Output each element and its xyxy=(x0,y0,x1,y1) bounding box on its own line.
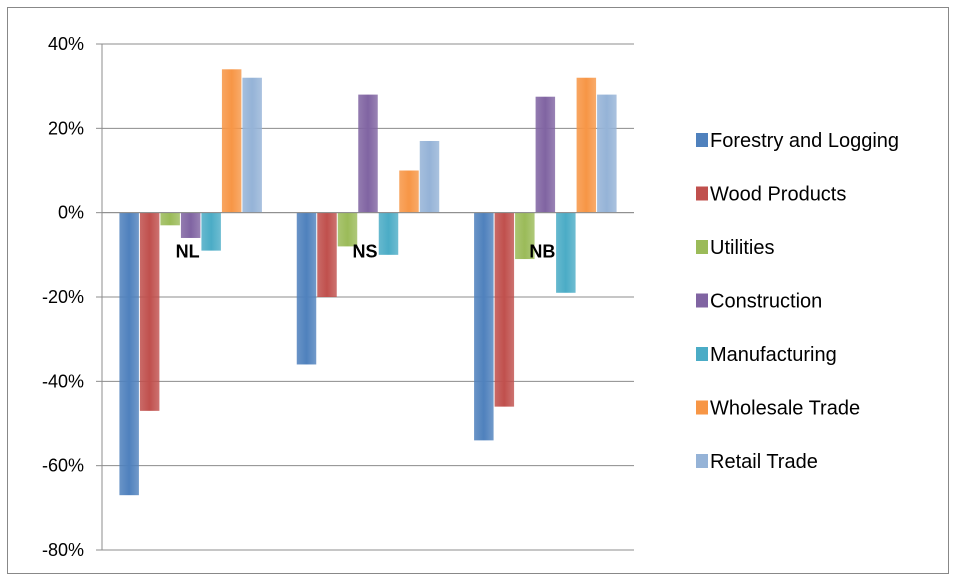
legend-swatch xyxy=(696,133,708,147)
y-tick-label: 20% xyxy=(48,118,84,138)
bar-construction-ns xyxy=(358,94,378,213)
bar-wholesale-trade-ns xyxy=(399,170,419,213)
bar-construction-nb xyxy=(535,96,556,213)
bar-forestry-and-logging-ns xyxy=(296,212,317,365)
y-tick-label: -60% xyxy=(42,456,84,476)
bar-wood-products-nl xyxy=(139,212,160,411)
legend: Forestry and Logging Wood Products Utiliti… xyxy=(696,130,899,473)
bars xyxy=(119,69,617,496)
legend-swatch xyxy=(696,186,708,201)
legend-swatch xyxy=(696,240,708,254)
legend-swatch xyxy=(696,400,708,415)
legend-label: Manufacturing xyxy=(710,344,837,366)
category-label-nb: NB xyxy=(529,242,555,262)
legend-label: Utilities xyxy=(710,237,774,259)
bar-utilities-ns xyxy=(337,212,358,247)
legend-label: Retail Trade xyxy=(710,451,818,473)
bar-retail-trade-nb xyxy=(597,94,617,213)
bar-retail-trade-nl xyxy=(242,77,262,213)
y-tick-label: -20% xyxy=(42,287,84,307)
legend-label: Wholesale Trade xyxy=(710,398,860,420)
bar-manufacturing-nb xyxy=(556,212,576,293)
y-tick-label: 0% xyxy=(58,203,84,223)
y-axis-tick-labels: 40% 20% 0% -20% -40% -60% -80% xyxy=(42,34,84,560)
axes xyxy=(101,44,634,550)
bar-wholesale-trade-nb xyxy=(576,77,597,213)
bar-manufacturing-ns xyxy=(378,212,399,255)
legend-label: Wood Products xyxy=(710,184,846,206)
bar-retail-trade-ns xyxy=(419,140,440,213)
y-tick-label: -40% xyxy=(42,371,84,391)
category-labels: NL NS NB xyxy=(176,242,556,262)
legend-label: Forestry and Logging xyxy=(710,130,899,152)
bar-forestry-and-logging-nb xyxy=(474,212,494,441)
bar-manufacturing-nl xyxy=(201,212,221,251)
y-tick-label: -80% xyxy=(42,540,84,560)
category-label-nl: NL xyxy=(176,242,200,262)
legend-swatch xyxy=(696,293,708,308)
bar-forestry-and-logging-nl xyxy=(119,212,139,496)
bar-wood-products-ns xyxy=(317,212,337,297)
y-tick-label: 40% xyxy=(48,34,84,54)
bar-wood-products-nb xyxy=(494,212,515,407)
bar-construction-nl xyxy=(180,212,201,238)
legend-swatch xyxy=(696,347,708,361)
bar-utilities-nb xyxy=(515,212,535,260)
bar-wholesale-trade-nl xyxy=(221,69,242,213)
category-label-ns: NS xyxy=(352,242,377,262)
legend-swatch xyxy=(696,454,708,468)
legend-label: Construction xyxy=(710,291,822,313)
bar-utilities-nl xyxy=(160,212,180,226)
